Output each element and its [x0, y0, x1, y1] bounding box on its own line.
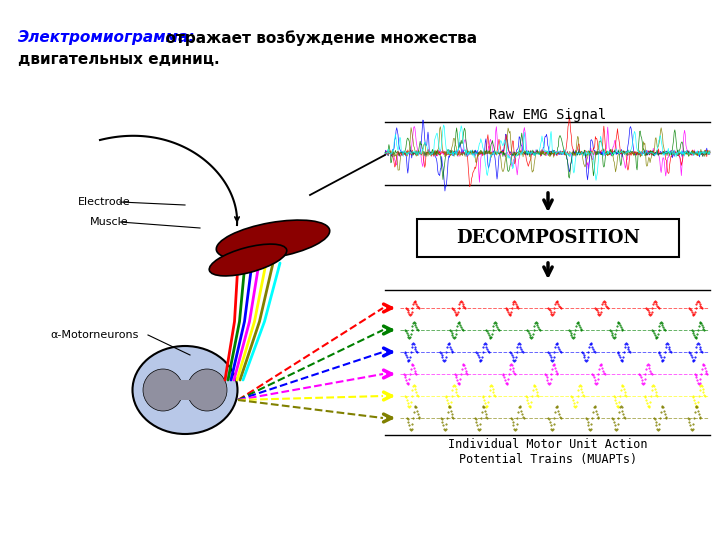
Text: отражает возбуждение множества: отражает возбуждение множества — [155, 30, 477, 46]
Text: Электромиограмма:: Электромиограмма: — [18, 30, 196, 45]
Text: двигательных единиц.: двигательных единиц. — [18, 52, 220, 67]
FancyBboxPatch shape — [417, 219, 679, 257]
Text: Muscle: Muscle — [90, 217, 129, 227]
Ellipse shape — [187, 369, 227, 411]
Ellipse shape — [143, 369, 183, 411]
Text: Individual Motor Unit Action
Potential Trains (MUAPTs): Individual Motor Unit Action Potential T… — [449, 438, 648, 466]
Text: DECOMPOSITION: DECOMPOSITION — [456, 229, 640, 247]
FancyBboxPatch shape — [171, 380, 199, 400]
Text: Raw EMG Signal: Raw EMG Signal — [490, 108, 607, 122]
Ellipse shape — [216, 220, 330, 260]
Ellipse shape — [132, 346, 238, 434]
Text: Electrode: Electrode — [78, 197, 130, 207]
Ellipse shape — [210, 244, 287, 276]
Text: α-Motorneurons: α-Motorneurons — [50, 330, 138, 340]
